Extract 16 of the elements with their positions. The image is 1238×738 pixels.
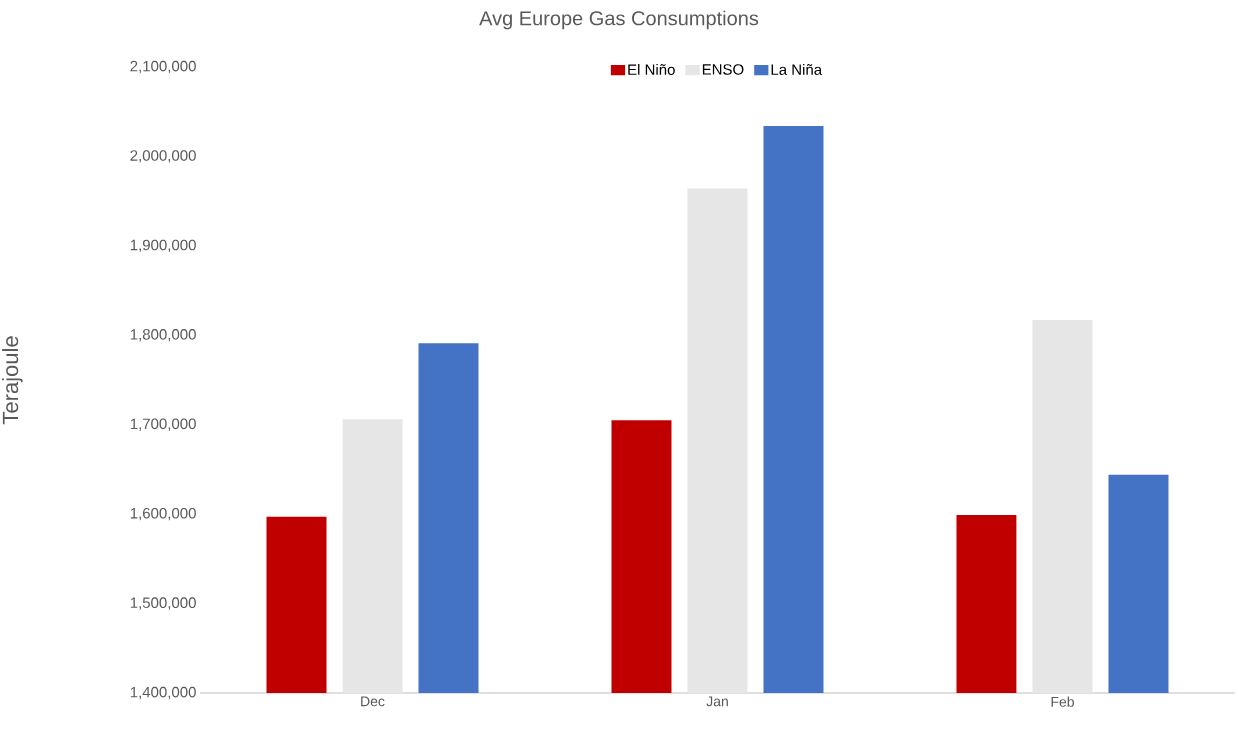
legend-label: El Niño xyxy=(628,63,675,75)
y-tick-label: 1,500,000 xyxy=(130,597,196,610)
legend-label: ENSO xyxy=(702,64,744,75)
y-tick-label: 1,900,000 xyxy=(130,239,196,253)
x-tick-label: Dec xyxy=(361,696,385,707)
y-tick-label: 1,600,000 xyxy=(130,507,196,521)
y-tick-label: 1,400,000 xyxy=(130,686,196,700)
y-axis-title: Terajoule xyxy=(2,336,23,425)
y-tick-label: 2,000,000 xyxy=(130,150,196,163)
y-tick-label: 1,700,000 xyxy=(130,418,196,431)
chart-title: Avg Europe Gas Consumptions xyxy=(479,10,759,30)
y-tick-label: 2,100,000 xyxy=(130,60,196,74)
x-tick-label: Jan xyxy=(706,696,728,707)
y-tick-label: 1,800,000 xyxy=(130,329,196,342)
x-tick-label: Feb xyxy=(1051,696,1074,707)
legend-label: La Niña xyxy=(771,63,823,75)
